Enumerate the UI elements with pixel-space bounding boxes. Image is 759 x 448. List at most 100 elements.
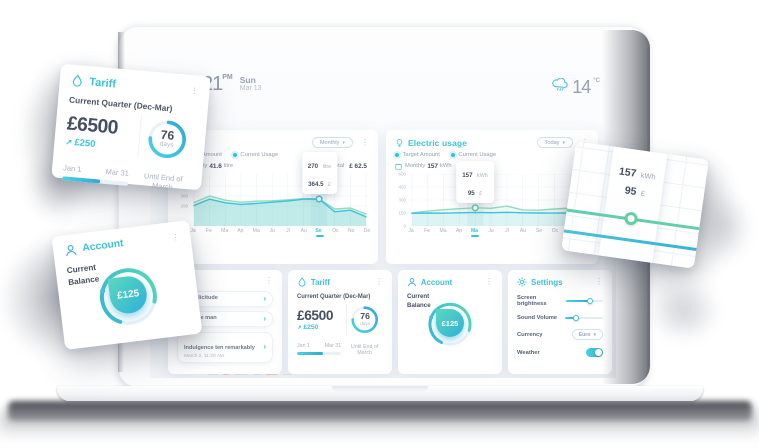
gear-icon — [517, 277, 527, 287]
float-account-card: Account Current Balance £125 — [51, 220, 203, 350]
settings-menu-icon[interactable] — [595, 278, 603, 286]
radio-icon — [395, 153, 399, 157]
tariff-footer: Until End of March — [350, 343, 379, 356]
y-axis-label: 450 — [398, 184, 406, 190]
x-axis-label[interactable]: Ap — [237, 228, 244, 234]
water-menu-icon[interactable] — [361, 139, 369, 147]
x-axis-label[interactable]: Ma — [439, 228, 447, 234]
tariff-amount: £6500 — [297, 307, 334, 323]
weekday: Sun — [239, 75, 256, 85]
sound-volume-slider[interactable] — [565, 315, 603, 321]
setting-label: Currency — [517, 331, 543, 338]
x-axis-label[interactable]: Se — [535, 228, 543, 234]
y-axis-label: 600 — [398, 171, 406, 177]
weather-widget: 14 °C — [552, 78, 600, 96]
x-axis-label[interactable]: Au — [519, 228, 527, 234]
tariff-menu-icon[interactable] — [375, 278, 383, 286]
electric-period-selector[interactable]: Today — [536, 137, 573, 148]
message-item[interactable]: Indulgence ten remarkably March 2, 11:20… — [177, 331, 273, 363]
calendar-icon — [395, 163, 402, 170]
account-menu-icon[interactable] — [485, 278, 493, 286]
water-plot[interactable] — [191, 174, 369, 226]
water-tooltip: 270 litre 364.5 £ — [301, 151, 338, 194]
balance-gauge: £125 — [87, 257, 169, 332]
account-menu-icon[interactable] — [171, 233, 180, 242]
x-axis-label[interactable]: Jl — [505, 228, 509, 234]
electric-tooltip: 157 kWh 95 £ — [456, 160, 494, 203]
weather-toggle[interactable] — [586, 348, 603, 357]
electric-y-axis: 0 150 300 450 600 — [395, 171, 408, 229]
y-axis-label: 200 — [180, 203, 188, 209]
laptop-lid-notch — [331, 386, 428, 392]
chevron-down-icon — [339, 140, 345, 146]
tariff-subtitle: Current Quarter (Dec-Mar) — [297, 293, 371, 300]
message-date: March 2, 11:20 AM — [184, 353, 224, 359]
water-total-label: Total — [331, 163, 345, 169]
footer-fineprint — [208, 373, 292, 375]
x-axis-label[interactable]: Se — [316, 228, 324, 237]
electric-stat-value: 157 — [427, 162, 438, 170]
y-axis-label: 300 — [180, 193, 188, 199]
balance-badge: £125 — [436, 309, 464, 338]
x-axis-label[interactable]: Ja — [190, 228, 196, 234]
person-icon — [407, 277, 417, 287]
balance-gauge: £125 — [422, 298, 478, 348]
clock-meridiem: PM — [222, 74, 233, 81]
x-axis-label[interactable]: Ma — [221, 228, 229, 234]
balance-label: Current Balance — [407, 293, 431, 309]
screen-brightness-slider[interactable] — [566, 298, 603, 304]
tariff-menu-icon[interactable] — [190, 87, 199, 96]
x-axis-label[interactable]: De — [363, 228, 371, 234]
legend-target-amount[interactable]: Target Amount — [395, 152, 440, 158]
water-stat-row: Monthly 41.6 litre Total £ 62.5 — [177, 162, 369, 170]
rain-cloud-icon — [552, 78, 569, 92]
x-axis-label[interactable]: Ja — [408, 228, 414, 234]
tariff-splash-icon — [70, 74, 84, 88]
laptop-floor-shadow — [0, 412, 759, 438]
radio-icon — [232, 153, 237, 157]
chevron-down-icon — [590, 332, 596, 338]
tariff-delta: £250 — [297, 324, 341, 331]
y-axis-label: 300 — [398, 197, 406, 203]
messages-menu-icon[interactable] — [265, 277, 273, 286]
electric-usage-title: Electric usage — [408, 137, 468, 148]
x-axis-label[interactable]: Oc — [332, 228, 339, 234]
arrow-right-icon — [263, 315, 266, 323]
laptop-base — [57, 386, 703, 401]
quarter-progress-bar — [297, 351, 342, 355]
x-axis-label[interactable]: Ju — [269, 228, 275, 234]
electric-legend: Target Amount Current Usage — [395, 152, 589, 158]
x-axis-label[interactable]: Fe — [424, 228, 430, 234]
legend-current-usage[interactable]: Current Usage — [450, 152, 496, 158]
settings-card: Settings Screen brightness Sound Volume … — [508, 270, 612, 374]
x-axis-label[interactable]: Oc — [551, 228, 559, 234]
water-total-value: £ 62.5 — [349, 162, 367, 170]
tariff-card: Tariff Current Quarter (Dec-Mar) £6500 £… — [288, 270, 392, 374]
days-remaining-ring: 76 days — [349, 304, 380, 335]
radio-icon — [450, 153, 455, 157]
account-card: Account Current Balance £125 — [398, 270, 502, 374]
x-axis-label[interactable]: No — [347, 228, 355, 234]
background-shadow — [648, 280, 720, 342]
electric-period-value: Today — [544, 139, 560, 146]
dashboard-header: 21PM Sun Mar 13 — [202, 74, 262, 95]
setting-label: Screen brightness — [517, 295, 547, 307]
currency-select[interactable]: Euro — [571, 329, 603, 340]
electric-plot[interactable] — [409, 174, 589, 226]
x-axis-label[interactable]: Jl — [286, 228, 290, 234]
legend-current-usage[interactable]: Current Usage — [232, 152, 278, 158]
water-stat-unit: litre — [223, 163, 234, 169]
x-axis-label[interactable]: Fe — [205, 228, 212, 234]
tariff-range-end: Mar 31 — [324, 342, 342, 349]
x-axis-label[interactable]: Ju — [488, 228, 494, 234]
x-axis-label[interactable]: Ma — [471, 228, 479, 237]
x-axis-label[interactable]: Au — [300, 228, 307, 234]
water-x-axis: Ja Fe Ma Ap Ma Ju Jl Au Se Oc No De — [190, 226, 371, 237]
x-axis-label[interactable]: Ma — [252, 228, 260, 234]
x-axis-label[interactable]: Ap — [455, 228, 463, 234]
setting-label: Sound Volume — [517, 315, 558, 321]
arrow-right-icon — [263, 295, 266, 303]
water-period-selector[interactable]: Monthly — [311, 137, 353, 148]
water-period-value: Monthly — [319, 139, 340, 146]
